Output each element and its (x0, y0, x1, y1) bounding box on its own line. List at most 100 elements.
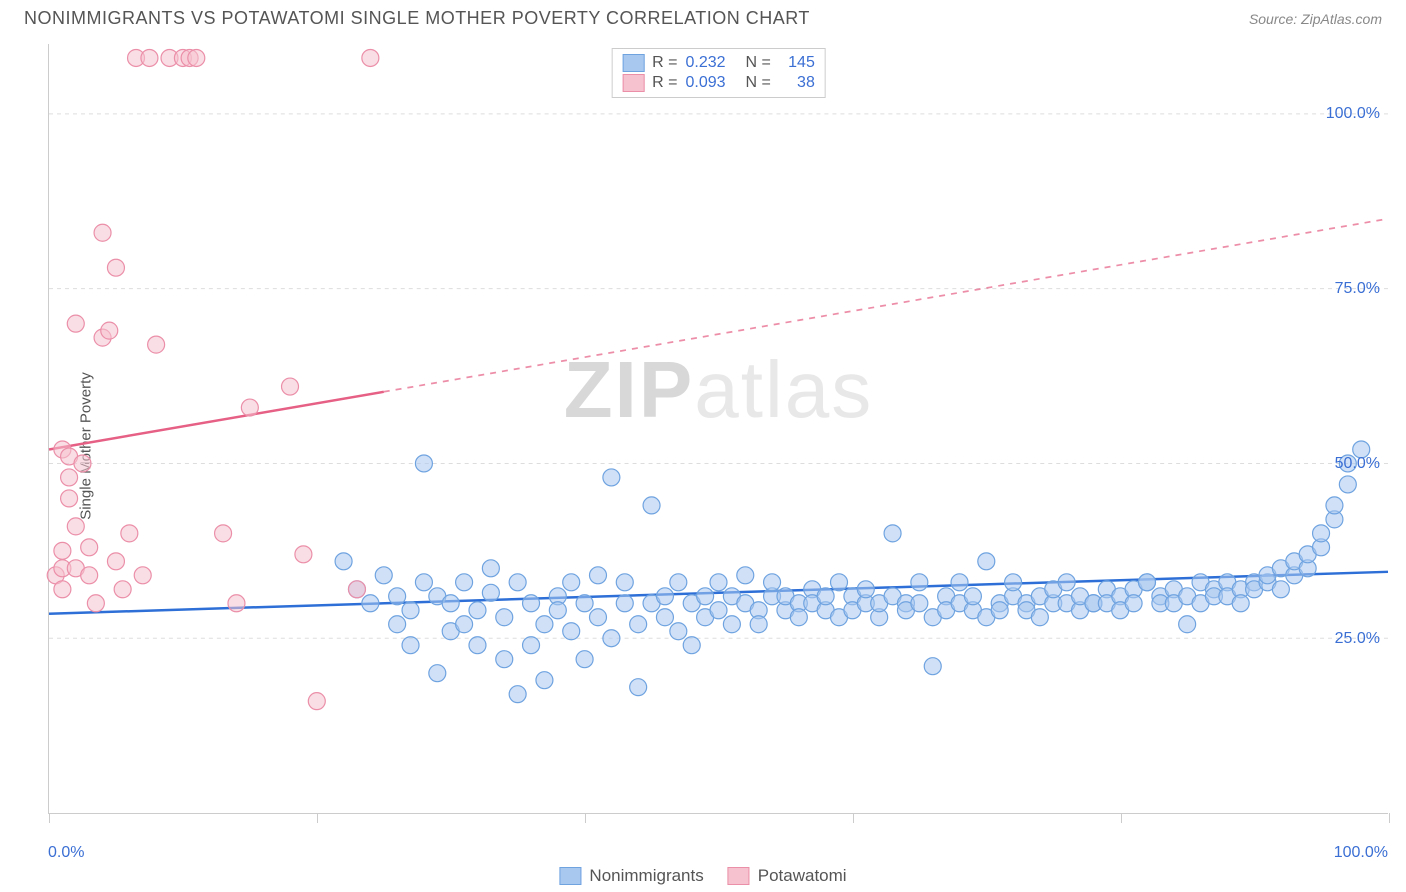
legend-n-value: 145 (779, 54, 815, 72)
data-point (141, 49, 158, 66)
data-point (911, 574, 928, 591)
x-axis-max-label: 100.0% (1334, 844, 1388, 862)
data-point (389, 588, 406, 605)
data-point (589, 567, 606, 584)
data-point (563, 623, 580, 640)
data-point (215, 525, 232, 542)
data-point (54, 542, 71, 559)
legend-n-label: N = (746, 74, 771, 92)
data-point (670, 574, 687, 591)
data-point (61, 490, 78, 507)
legend-correlation: R = 0.232 N = 145 R = 0.093 N = 38 (611, 48, 826, 98)
data-point (616, 574, 633, 591)
data-point (536, 672, 553, 689)
data-point (589, 609, 606, 626)
data-point (817, 588, 834, 605)
data-point (616, 595, 633, 612)
data-point (415, 574, 432, 591)
data-point (107, 259, 124, 276)
data-point (603, 469, 620, 486)
data-point (1179, 616, 1196, 633)
data-point (750, 616, 767, 633)
y-tick-label: 50.0% (1335, 455, 1380, 473)
plot-container: ZIPatlas 25.0%50.0%75.0%100.0% R =0.232N… (48, 44, 1388, 814)
data-point (884, 525, 901, 542)
data-point (630, 616, 647, 633)
data-point (723, 616, 740, 633)
legend-n-label: N = (746, 54, 771, 72)
data-point (670, 623, 687, 640)
chart-title: NONIMMIGRANTS VS POTAWATOMI SINGLE MOTHE… (24, 8, 810, 29)
data-point (107, 553, 124, 570)
x-tick (49, 813, 50, 823)
data-point (656, 609, 673, 626)
legend-r-label: R = (652, 74, 677, 92)
data-point (911, 595, 928, 612)
data-point (978, 553, 995, 570)
data-point (402, 602, 419, 619)
legend-series-item: Potawatomi (728, 866, 847, 886)
legend-series-label: Nonimmigrants (589, 866, 703, 886)
data-point (456, 616, 473, 633)
data-point (924, 658, 941, 675)
data-point (1339, 476, 1356, 493)
data-point (643, 497, 660, 514)
data-point (1058, 574, 1075, 591)
data-point (1005, 574, 1022, 591)
data-point (74, 455, 91, 472)
legend-r-value: 0.093 (686, 74, 738, 92)
x-tick (1389, 813, 1390, 823)
legend-series: Nonimmigrants Potawatomi (559, 866, 846, 886)
data-point (630, 679, 647, 696)
data-point (710, 602, 727, 619)
data-point (523, 637, 540, 654)
data-point (94, 224, 111, 241)
data-point (857, 581, 874, 598)
y-tick-label: 25.0% (1335, 630, 1380, 648)
data-point (1031, 609, 1048, 626)
data-point (121, 525, 138, 542)
legend-swatch (622, 54, 644, 72)
data-point (1326, 497, 1343, 514)
data-point (308, 693, 325, 710)
data-point (764, 574, 781, 591)
data-point (1272, 581, 1289, 598)
data-point (362, 595, 379, 612)
data-point (114, 581, 131, 598)
source-attribution: Source: ZipAtlas.com (1249, 11, 1382, 27)
data-point (241, 399, 258, 416)
data-point (496, 609, 513, 626)
data-point (536, 616, 553, 633)
data-point (656, 588, 673, 605)
plot-svg (49, 44, 1388, 813)
data-point (101, 322, 118, 339)
legend-n-value: 38 (779, 74, 815, 92)
legend-series-item: Nonimmigrants (559, 866, 703, 886)
x-axis-min-label: 0.0% (48, 844, 84, 862)
legend-r-label: R = (652, 54, 677, 72)
data-point (54, 581, 71, 598)
data-point (951, 574, 968, 591)
data-point (469, 602, 486, 619)
data-point (790, 609, 807, 626)
data-point (603, 630, 620, 647)
legend-correlation-row: R = 0.093 N = 38 (622, 73, 815, 93)
data-point (67, 315, 84, 332)
data-point (576, 595, 593, 612)
data-point (402, 637, 419, 654)
x-tick (853, 813, 854, 823)
data-point (563, 574, 580, 591)
data-point (295, 546, 312, 563)
data-point (81, 567, 98, 584)
legend-swatch (559, 867, 581, 885)
chart-header: NONIMMIGRANTS VS POTAWATOMI SINGLE MOTHE… (0, 0, 1406, 33)
legend-series-label: Potawatomi (758, 866, 847, 886)
data-point (375, 567, 392, 584)
legend-correlation-row: R = 0.232 N = 145 (622, 53, 815, 73)
data-point (482, 560, 499, 577)
data-point (710, 574, 727, 591)
data-point (67, 518, 84, 535)
legend-r-value: 0.232 (686, 54, 738, 72)
data-point (737, 567, 754, 584)
data-point (188, 49, 205, 66)
